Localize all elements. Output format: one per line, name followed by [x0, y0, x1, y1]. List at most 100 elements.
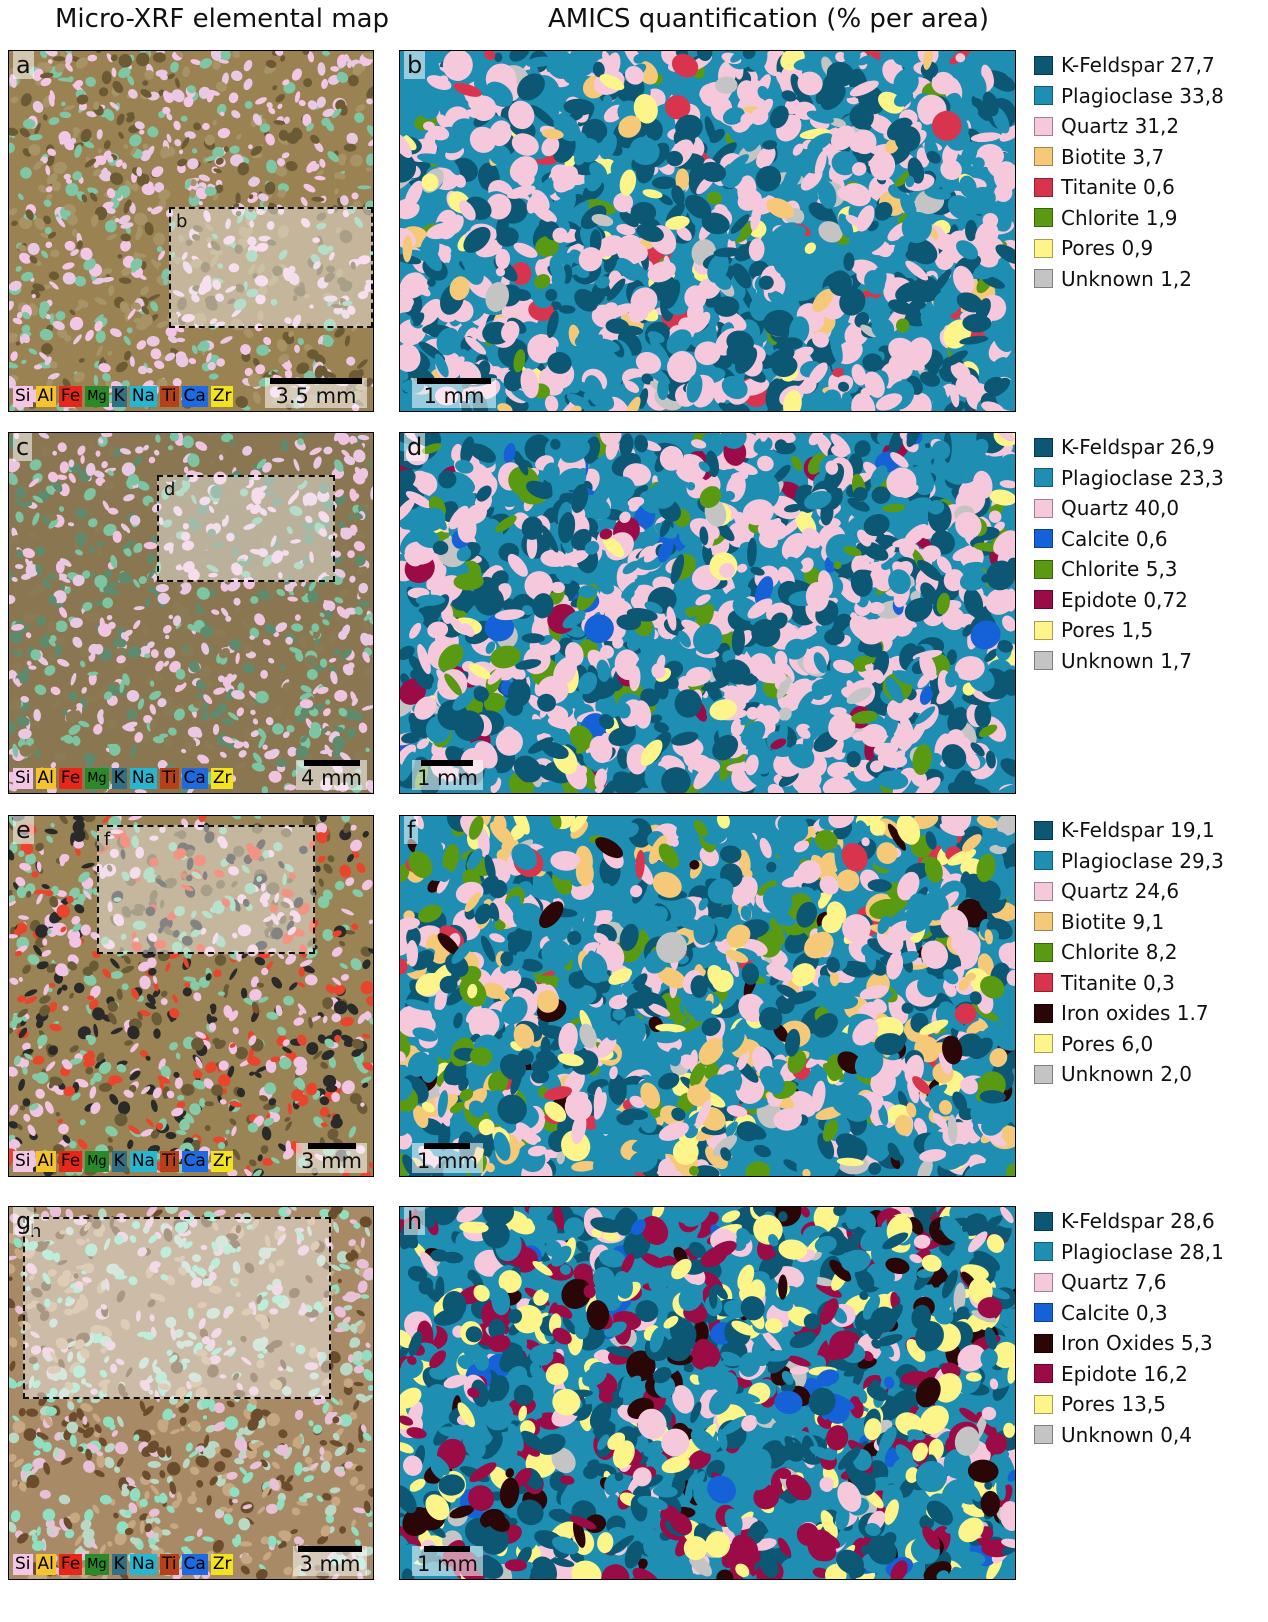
legend-mineral: Biotite	[1061, 144, 1127, 169]
legend-percentage: 3,7	[1132, 144, 1165, 169]
inset-label: d	[164, 479, 176, 500]
element-key-chip: Mg	[85, 768, 109, 789]
mineral-legend: K-Feldspar 27,7 Plagioclase 33,8 Quartz 31…	[1034, 50, 1224, 294]
legend-percentage: 23,3	[1179, 465, 1224, 490]
legend-swatch	[1034, 147, 1053, 167]
legend-item: Pores 6,0	[1034, 1029, 1224, 1060]
legend-percentage: 29,3	[1179, 848, 1224, 873]
element-key-chip: Ca	[181, 386, 208, 407]
legend-item: Plagioclase 33,8	[1034, 81, 1224, 112]
legend-swatch	[1034, 177, 1053, 197]
element-key-chip: Al	[35, 1554, 56, 1575]
legend-percentage: 1,2	[1160, 266, 1193, 291]
inset-region-box: b	[169, 207, 373, 328]
scale-bar: 3 mm	[293, 1546, 367, 1576]
element-key-chip: Ti	[159, 768, 179, 789]
element-key-chip: Zr	[210, 386, 234, 407]
xrf-elemental-map: b a Si Al Fe Mg K Na Ti Ca Zr 3.5 mm	[8, 50, 374, 412]
scale-bar-label: 3 mm	[299, 1552, 361, 1576]
xrf-elemental-map: h g Si Al Fe Mg K Na Ti Ca Zr 3 mm	[8, 1206, 374, 1580]
figure-row: d c Si Al Fe Mg K Na Ti Ca Zr 4 mm d 1 mm K-Feldspar 2…	[0, 432, 1268, 798]
scale-bar-label: 3 mm	[301, 1149, 362, 1173]
legend-mineral: K-Feldspar	[1061, 435, 1164, 460]
legend-percentage: 24,6	[1134, 879, 1180, 904]
element-key-chip: K	[111, 1151, 127, 1172]
element-key-chip: Zr	[210, 768, 234, 789]
amics-mineral-map: b 1 mm	[399, 50, 1016, 412]
legend-item: Quartz 31,2	[1034, 111, 1224, 142]
legend-swatch	[1034, 1364, 1053, 1384]
element-key-chip: Ti	[159, 1554, 179, 1575]
element-color-key: Si Al Fe Mg K Na Ti Ca Zr	[13, 1554, 234, 1575]
legend-mineral: Biotite	[1061, 909, 1127, 934]
figure-row: h g Si Al Fe Mg K Na Ti Ca Zr 3 mm h 1 mm K-Feldspar 2…	[0, 1206, 1268, 1584]
scale-bar: 1 mm	[412, 1546, 483, 1576]
element-key-chip: K	[111, 1554, 127, 1575]
legend-item: Chlorite 5,3	[1034, 554, 1224, 585]
element-key-chip: Fe	[58, 1151, 83, 1172]
element-key-chip: Si	[13, 386, 33, 407]
element-key-chip: Si	[13, 1151, 33, 1172]
legend-swatch	[1034, 651, 1053, 671]
figure-row: f e Si Al Fe Mg K Na Ti Ca Zr 3 mm f 1 mm K-Feldspar 1…	[0, 815, 1268, 1181]
legend-mineral: Quartz	[1061, 114, 1129, 139]
legend-mineral: K-Feldspar	[1061, 1209, 1164, 1234]
scale-bar-label: 1 mm	[423, 384, 485, 408]
legend-swatch	[1034, 590, 1053, 610]
legend-mineral: Titanite	[1061, 970, 1137, 995]
legend-percentage: 0,6	[1135, 526, 1168, 551]
panel-label: d	[404, 433, 426, 461]
element-key-chip: Mg	[85, 1151, 109, 1172]
legend-percentage: 0,72	[1143, 587, 1188, 612]
legend-swatch	[1034, 1333, 1053, 1353]
legend-item: Quartz 40,0	[1034, 493, 1224, 524]
scale-bar-line	[424, 1546, 471, 1552]
scale-bar-line	[417, 378, 491, 384]
legend-item: Pores 0,9	[1034, 233, 1224, 264]
legend-percentage: 16,2	[1143, 1361, 1188, 1386]
scale-bar-line	[307, 1143, 356, 1149]
legend-item: Unknown 2,0	[1034, 1059, 1224, 1090]
inset-region-box: h	[23, 1217, 331, 1399]
panel-label: b	[404, 51, 426, 79]
legend-mineral: Chlorite	[1061, 557, 1140, 582]
legend-mineral: Chlorite	[1061, 940, 1140, 965]
legend-mineral: Calcite	[1061, 1300, 1130, 1325]
legend-swatch	[1034, 437, 1053, 457]
legend-item: Biotite 9,1	[1034, 907, 1224, 938]
amics-column-title: AMICS quantification (% per area)	[548, 4, 989, 34]
panel-label: a	[13, 51, 34, 79]
panel-label: g	[13, 1207, 35, 1235]
inset-region-box: f	[97, 825, 315, 954]
legend-mineral: Quartz	[1061, 879, 1129, 904]
element-key-chip: Ca	[181, 1151, 208, 1172]
element-key-chip: Al	[35, 386, 56, 407]
legend-percentage: 26,9	[1170, 435, 1215, 460]
legend-percentage: 8,2	[1145, 940, 1178, 965]
legend-mineral: Iron oxides	[1061, 1001, 1171, 1026]
legend-percentage: 28,1	[1179, 1239, 1224, 1264]
scale-bar-label: 3.5 mm	[275, 384, 357, 408]
legend-swatch	[1034, 1394, 1053, 1414]
legend-swatch	[1034, 55, 1053, 75]
legend-percentage: 19,1	[1170, 818, 1215, 843]
legend-swatch	[1034, 1425, 1053, 1445]
legend-swatch	[1034, 1272, 1053, 1292]
scale-bar-line	[424, 1143, 471, 1149]
legend-mineral: Chlorite	[1061, 205, 1140, 230]
legend-percentage: 13,5	[1121, 1392, 1166, 1417]
scale-bar-label: 1 mm	[417, 1149, 478, 1173]
element-key-chip: Ti	[159, 1151, 179, 1172]
amics-mineral-map: h 1 mm	[399, 1206, 1016, 1580]
scale-bar-line	[421, 760, 474, 766]
element-color-key: Si Al Fe Mg K Na Ti Ca Zr	[13, 386, 234, 407]
legend-mineral: Pores	[1061, 1031, 1116, 1056]
legend-swatch	[1034, 116, 1053, 136]
legend-mineral: Plagioclase	[1061, 1239, 1173, 1264]
legend-swatch	[1034, 1211, 1053, 1231]
element-key-chip: Ca	[181, 768, 208, 789]
legend-item: K-Feldspar 27,7	[1034, 50, 1224, 81]
scale-bar-line	[298, 1546, 362, 1552]
legend-swatch	[1034, 1034, 1053, 1054]
panel-label: e	[13, 816, 34, 844]
